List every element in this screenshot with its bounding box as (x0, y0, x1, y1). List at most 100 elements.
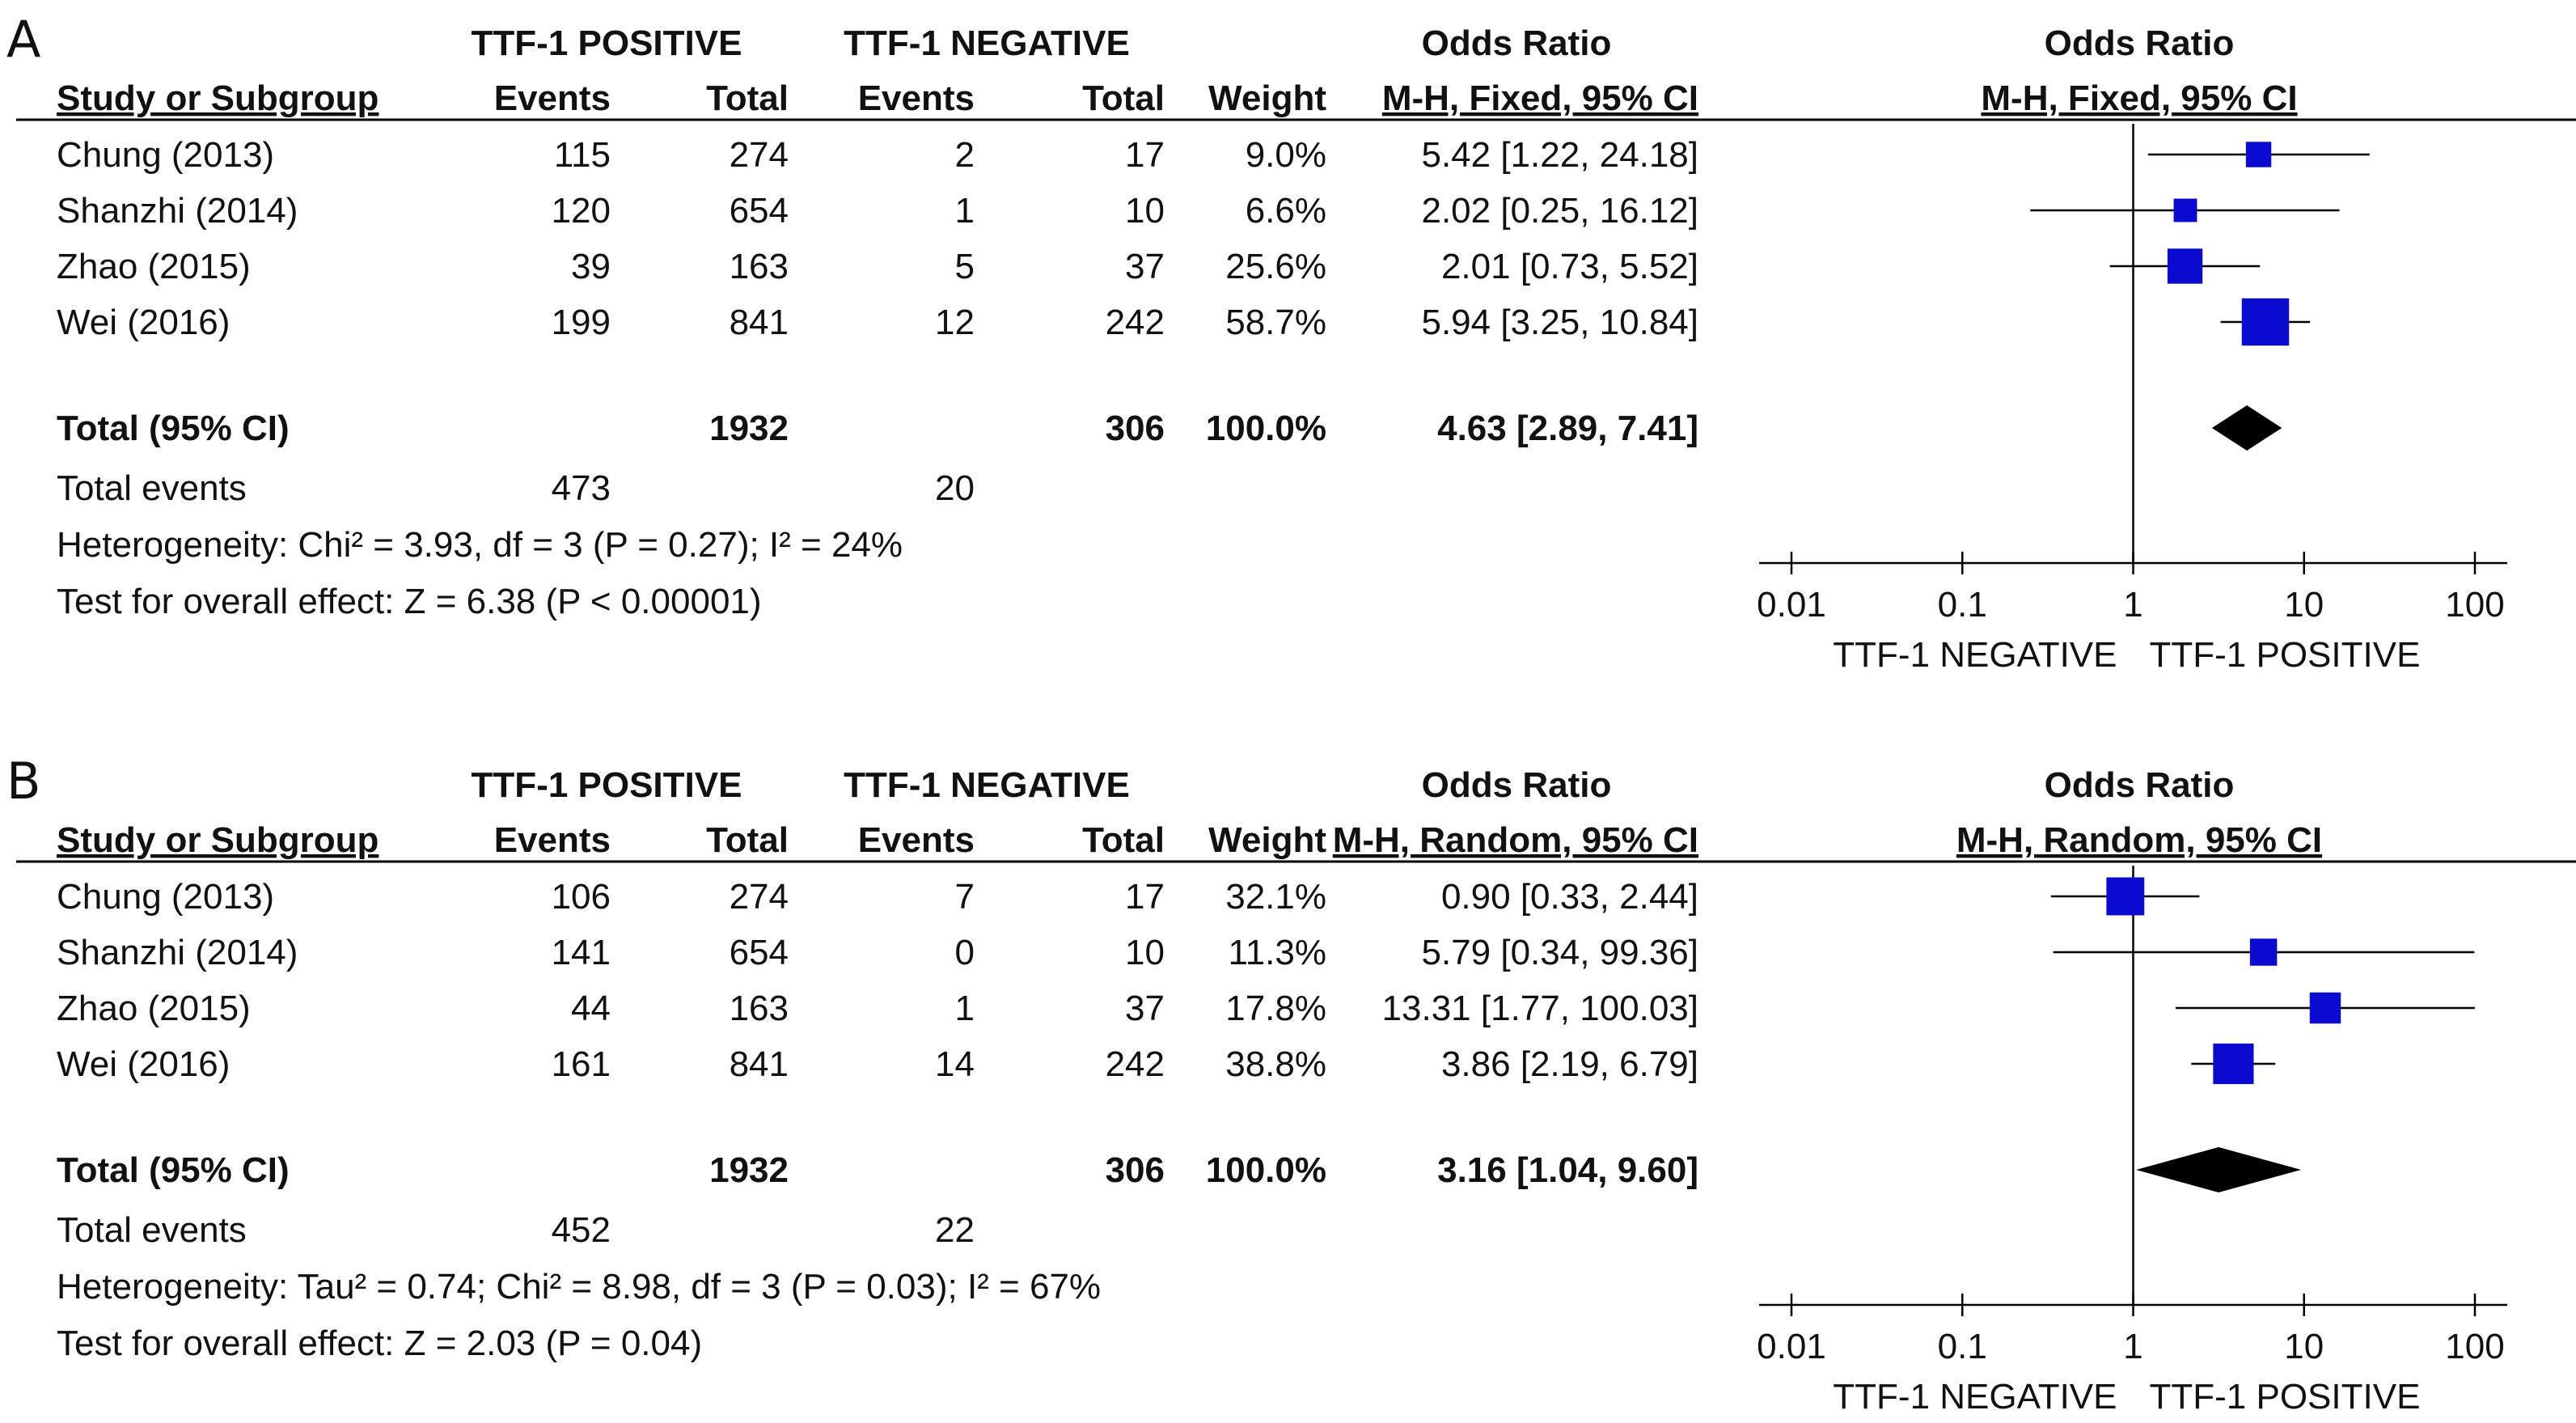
study-weight: 11.3% (1229, 933, 1327, 972)
study-name: Shanzhi (2014) (57, 191, 298, 231)
total-row: Total (95% CI) 1932 306 100.0% 4.63 [2.89, 7… (57, 405, 2282, 451)
events-group2: 1 (955, 191, 975, 231)
total-label: Total (95% CI) (57, 409, 290, 448)
study-marker (2309, 992, 2341, 1024)
study-weight: 6.6% (1246, 191, 1326, 231)
group2-header: TTF-1 NEGATIVE (844, 765, 1130, 805)
total-events-group2: 22 (935, 1210, 975, 1250)
study-marker (2241, 298, 2290, 346)
odds-ratio-ci: 5.79 [0.34, 99.36] (1421, 933, 1698, 972)
total-group2: 17 (1125, 135, 1165, 175)
group2-header: TTF-1 NEGATIVE (844, 23, 1130, 63)
study-marker (2213, 1043, 2254, 1085)
study-column-header: Study or Subgroup (57, 820, 379, 860)
total-events-label: Total events (57, 468, 247, 508)
odds-ratio-ci: 13.31 [1.77, 100.03] (1382, 989, 1698, 1028)
favours-right-label: TTF-1 POSITIVE (2150, 635, 2421, 675)
pooled-diamond (2211, 405, 2282, 451)
study-marker (2167, 248, 2203, 284)
total-n-group2: 306 (1106, 409, 1165, 448)
total-n-group1: 1932 (709, 1150, 789, 1190)
total-header-group2: Total (1082, 78, 1165, 118)
heterogeneity-text: Heterogeneity: Tau² = 0.74; Chi² = 8.98,… (57, 1267, 1101, 1307)
odds-ratio-header: Odds Ratio (1422, 23, 1612, 63)
total-group1: 163 (730, 247, 789, 286)
events-group2: 2 (955, 135, 975, 175)
events-header-group1: Events (494, 820, 611, 860)
total-group2: 10 (1125, 933, 1165, 972)
total-header-group2: Total (1082, 820, 1165, 860)
pooled-diamond (2136, 1147, 2302, 1192)
total-group1: 274 (730, 877, 789, 917)
heterogeneity-text: Heterogeneity: Chi² = 3.93, df = 3 (P = … (57, 525, 903, 565)
total-group2: 37 (1125, 247, 1165, 286)
total-group1: 163 (730, 989, 789, 1028)
x-tick-label: 100 (2445, 1327, 2504, 1366)
x-tick-label: 1 (2123, 585, 2142, 625)
events-group1: 199 (552, 303, 611, 342)
study-row: Zhao (2015) 39 163 5 37 25.6% 2.01 [0.73, 5.52… (57, 247, 2261, 286)
events-group1: 141 (552, 933, 611, 972)
events-header-group1: Events (494, 78, 611, 118)
odds-ratio-ci: 5.42 [1.22, 24.18] (1421, 135, 1698, 175)
total-row: Total (95% CI) 1932 306 100.0% 3.16 [1.04, 9… (57, 1147, 2302, 1192)
x-tick-label: 10 (2284, 585, 2324, 625)
study-row: Chung (2013) 115 274 2 17 9.0% 5.42 [1.22, 24.… (57, 135, 2370, 175)
favours-left-label: TTF-1 NEGATIVE (1833, 635, 2117, 675)
overall-effect-text: Test for overall effect: Z = 2.03 (P = 0… (57, 1323, 702, 1363)
x-tick-label: 1 (2123, 1327, 2142, 1366)
total-group2: 242 (1106, 1044, 1165, 1084)
total-group2: 242 (1106, 303, 1165, 342)
total-group2: 37 (1125, 989, 1165, 1028)
study-column-header: Study or Subgroup (57, 78, 379, 118)
events-group2: 0 (955, 933, 975, 972)
study-weight: 17.8% (1225, 989, 1326, 1028)
events-group1: 39 (571, 247, 611, 286)
study-marker (2249, 938, 2278, 966)
study-weight: 58.7% (1225, 303, 1326, 342)
total-group2: 10 (1125, 191, 1165, 231)
total-label: Total (95% CI) (57, 1150, 290, 1190)
method-header: M-H, Random, 95% CI (1333, 820, 1698, 860)
total-n-group2: 306 (1106, 1150, 1165, 1190)
events-group1: 44 (571, 989, 611, 1028)
events-group1: 115 (554, 135, 611, 175)
total-events-group1: 473 (552, 468, 611, 508)
total-weight: 100.0% (1206, 1150, 1326, 1190)
x-tick-label: 0.1 (1938, 585, 1987, 625)
favours-right-label: TTF-1 POSITIVE (2150, 1377, 2421, 1417)
pooled-ci: 3.16 [1.04, 9.60] (1437, 1150, 1698, 1190)
weight-header: Weight (1208, 78, 1326, 118)
panel-label: A (6, 10, 40, 69)
events-group1: 161 (552, 1044, 611, 1084)
study-name: Shanzhi (2014) (57, 933, 298, 972)
forest-panel-b: B TTF-1 POSITIVE TTF-1 NEGATIVE Odds Ratio O… (6, 752, 2576, 1417)
group1-header: TTF-1 POSITIVE (472, 765, 742, 805)
study-marker (2173, 198, 2197, 222)
total-header-group1: Total (706, 820, 789, 860)
pooled-ci: 4.63 [2.89, 7.41] (1437, 409, 1698, 448)
odds-ratio-ci: 2.02 [0.25, 16.12] (1421, 191, 1698, 231)
plot-odds-ratio-header: Odds Ratio (2045, 23, 2235, 63)
plot-method-header: M-H, Fixed, 95% CI (1981, 78, 2297, 118)
forest-panel-a: A TTF-1 POSITIVE TTF-1 NEGATIVE Odds Ratio O… (6, 10, 2576, 675)
total-header-group1: Total (706, 78, 789, 118)
study-weight: 25.6% (1225, 247, 1326, 286)
events-header-group2: Events (858, 78, 975, 118)
study-name: Chung (2013) (57, 877, 274, 917)
total-group1: 841 (730, 303, 789, 342)
method-header: M-H, Fixed, 95% CI (1382, 78, 1698, 118)
x-tick-label: 0.1 (1938, 1327, 1987, 1366)
total-weight: 100.0% (1206, 409, 1326, 448)
total-group1: 274 (730, 135, 789, 175)
events-group2: 1 (955, 989, 975, 1028)
study-marker (2245, 142, 2272, 167)
odds-ratio-ci: 3.86 [2.19, 6.79] (1441, 1044, 1698, 1084)
odds-ratio-ci: 0.90 [0.33, 2.44] (1441, 877, 1698, 917)
total-group1: 841 (730, 1044, 789, 1084)
study-name: Wei (2016) (57, 303, 230, 342)
study-name: Wei (2016) (57, 1044, 230, 1084)
total-group2: 17 (1125, 877, 1165, 917)
study-name: Chung (2013) (57, 135, 274, 175)
